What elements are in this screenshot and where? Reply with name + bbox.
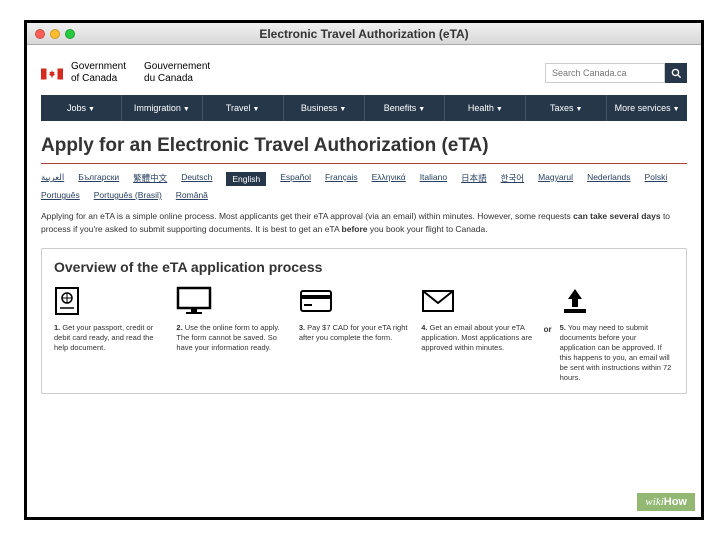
- step-3: 3. Pay $7 CAD for your eTA right after y…: [299, 285, 413, 343]
- lang-option[interactable]: Română: [176, 190, 208, 200]
- lang-option[interactable]: 한국어: [501, 172, 524, 186]
- lang-option[interactable]: Magyarul: [538, 172, 573, 186]
- lang-option[interactable]: 繁體中文: [133, 172, 167, 186]
- main-nav: Jobs▼ Immigration▼ Travel▼ Business▼ Ben…: [41, 95, 687, 121]
- lang-option[interactable]: 日本語: [461, 172, 487, 186]
- gov-signature: Government of Canada Gouvernement du Can…: [41, 61, 210, 85]
- search-button[interactable]: [665, 63, 687, 83]
- chevron-down-icon: ▼: [575, 106, 582, 113]
- gov-en-line1: Government: [71, 61, 126, 73]
- lang-option[interactable]: Ελληνικά: [372, 172, 406, 186]
- lang-option[interactable]: Português: [41, 190, 80, 200]
- chevron-down-icon: ▼: [253, 106, 260, 113]
- chevron-down-icon: ▼: [418, 106, 425, 113]
- nav-jobs[interactable]: Jobs▼: [41, 95, 122, 121]
- envelope-icon: [421, 285, 535, 317]
- lang-option[interactable]: Nederlands: [587, 172, 630, 186]
- nav-more[interactable]: More services▼: [607, 95, 687, 121]
- nav-business[interactable]: Business▼: [284, 95, 365, 121]
- chevron-down-icon: ▼: [339, 106, 346, 113]
- gov-en-line2: of Canada: [71, 73, 126, 85]
- lang-option[interactable]: Español: [280, 172, 311, 186]
- step-4: 4. Get an email about your eTA applicati…: [421, 285, 535, 353]
- gov-fr-line1: Gouvernement: [144, 61, 210, 73]
- upload-icon: [560, 285, 674, 317]
- language-selector: العربية Български 繁體中文 Deutsch English Españo…: [41, 172, 687, 200]
- intro-text: Applying for an eTA is a simple online p…: [41, 210, 687, 236]
- nav-travel[interactable]: Travel▼: [203, 95, 284, 121]
- overview-title: Overview of the eTA application process: [54, 259, 674, 275]
- lang-option[interactable]: English: [226, 172, 266, 186]
- step-5: 5. You may need to submit documents befo…: [560, 285, 674, 384]
- search-input[interactable]: [545, 63, 665, 83]
- steps-row: 1. Get your passport, credit or debit ca…: [54, 285, 674, 384]
- lang-option[interactable]: Português (Brasil): [94, 190, 162, 200]
- chevron-down-icon: ▼: [496, 106, 503, 113]
- search-icon: [671, 68, 682, 79]
- lang-option[interactable]: Français: [325, 172, 358, 186]
- lang-option[interactable]: Deutsch: [181, 172, 212, 186]
- step-2: 2. Use the online form to apply. The for…: [176, 285, 290, 353]
- step-1: 1. Get your passport, credit or debit ca…: [54, 285, 168, 353]
- gov-header: Government of Canada Gouvernement du Can…: [41, 55, 687, 91]
- or-separator: or: [544, 285, 552, 334]
- page-title: Apply for an Electronic Travel Authoriza…: [41, 135, 687, 157]
- passport-icon: [54, 285, 168, 317]
- nav-benefits[interactable]: Benefits▼: [365, 95, 446, 121]
- nav-health[interactable]: Health▼: [445, 95, 526, 121]
- window-titlebar: Electronic Travel Authorization (eTA): [27, 23, 701, 45]
- window-title: Electronic Travel Authorization (eTA): [27, 27, 701, 41]
- gov-bilingual-text: Government of Canada Gouvernement du Can…: [71, 61, 210, 85]
- overview-box: Overview of the eTA application process …: [41, 248, 687, 395]
- lang-option[interactable]: Български: [78, 172, 119, 186]
- lang-option[interactable]: العربية: [41, 172, 64, 186]
- browser-window: Electronic Travel Authorization (eTA) Go…: [24, 20, 704, 520]
- chevron-down-icon: ▼: [673, 106, 680, 113]
- monitor-icon: [176, 285, 290, 317]
- title-divider: [41, 163, 687, 164]
- credit-card-icon: [299, 285, 413, 317]
- lang-option[interactable]: Polski: [645, 172, 668, 186]
- wikihow-watermark: wikiHow: [637, 493, 695, 511]
- gov-fr-line2: du Canada: [144, 73, 210, 85]
- search-box: [545, 63, 687, 83]
- canada-flag-icon: [41, 67, 63, 79]
- lang-option[interactable]: Italiano: [420, 172, 447, 186]
- chevron-down-icon: ▼: [88, 106, 95, 113]
- nav-immigration[interactable]: Immigration▼: [122, 95, 203, 121]
- nav-taxes[interactable]: Taxes▼: [526, 95, 607, 121]
- chevron-down-icon: ▼: [183, 106, 190, 113]
- page-content: Government of Canada Gouvernement du Can…: [27, 45, 701, 517]
